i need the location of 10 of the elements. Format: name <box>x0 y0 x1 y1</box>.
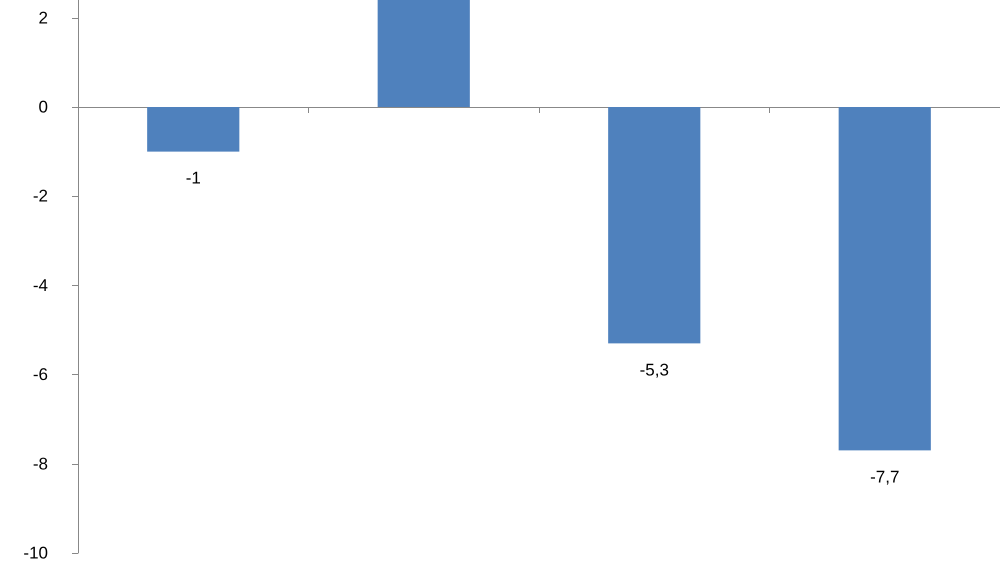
y-tick-label: -4 <box>32 276 48 295</box>
y-tick-label: -6 <box>32 365 48 384</box>
y-tick-label: -8 <box>32 454 48 474</box>
y-tick-label: -10 <box>23 544 48 562</box>
data-label: -5,3 <box>640 360 669 380</box>
y-tick-label: -2 <box>32 186 48 206</box>
data-label: -7,7 <box>870 467 900 486</box>
y-tick-label: 2 <box>38 8 48 28</box>
y-tick-label: 0 <box>38 98 48 117</box>
data-label: -1 <box>186 168 201 188</box>
